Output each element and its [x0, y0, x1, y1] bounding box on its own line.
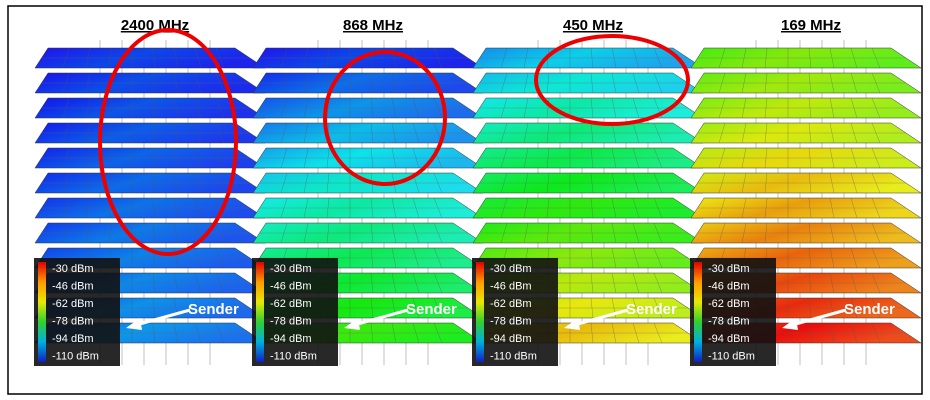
figure: 2400 MHz-30 dBm-46 dBm-62 dBm-78 dBm-94 … [0, 0, 930, 400]
panel-title: 450 MHz [563, 17, 623, 34]
legend-label: -62 dBm [490, 298, 532, 310]
legend-label: -46 dBm [52, 280, 94, 292]
legend-label: -46 dBm [708, 280, 750, 292]
sender-label: Sender [406, 301, 457, 318]
legend-label: -110 dBm [52, 350, 99, 362]
legend-scale [476, 262, 484, 362]
legend-label: -110 dBm [708, 350, 755, 362]
sender-label: Sender [188, 301, 239, 318]
legend-label: -94 dBm [490, 333, 532, 345]
legend-label: -62 dBm [52, 298, 94, 310]
legend-label: -94 dBm [270, 333, 312, 345]
panel-title: 868 MHz [343, 17, 403, 34]
legend-label: -30 dBm [270, 263, 312, 275]
legend-label: -94 dBm [52, 333, 94, 345]
legend-label: -30 dBm [490, 263, 532, 275]
legend-label: -94 dBm [708, 333, 750, 345]
legend-label: -46 dBm [490, 280, 532, 292]
legend-label: -78 dBm [52, 315, 94, 327]
legend-label: -78 dBm [490, 315, 532, 327]
legend-label: -62 dBm [708, 298, 750, 310]
legend-label: -78 dBm [708, 315, 750, 327]
legend-scale [256, 262, 264, 362]
legend-label: -78 dBm [270, 315, 312, 327]
legend-scale [38, 262, 46, 362]
sender-label: Sender [626, 301, 677, 318]
legend-label: -30 dBm [52, 263, 94, 275]
sender-label: Sender [844, 301, 895, 318]
legend-label: -110 dBm [490, 350, 537, 362]
legend-label: -30 dBm [708, 263, 750, 275]
legend-scale [694, 262, 702, 362]
legend-label: -110 dBm [270, 350, 317, 362]
panel-title: 169 MHz [781, 17, 841, 34]
legend-label: -62 dBm [270, 298, 312, 310]
legend-label: -46 dBm [270, 280, 312, 292]
